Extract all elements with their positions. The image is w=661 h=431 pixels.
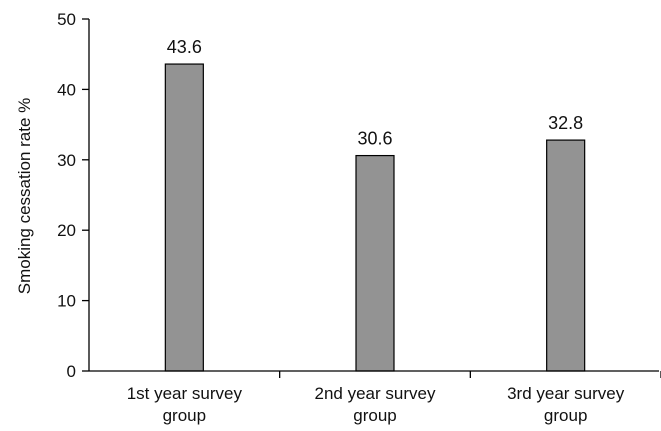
y-axis-title: Smoking cessation rate % [15,98,34,295]
data-label: 32.8 [548,113,583,133]
bar [164,63,204,372]
data-label: 30.6 [357,129,392,149]
y-tick-label: 10 [57,292,76,311]
bar [546,139,586,372]
x-axis-labels: 1st year survey group 2nd year survey group… [127,384,625,425]
data-label: 43.6 [167,37,202,57]
x-tick-label: 2nd year survey [315,384,436,403]
y-axis-ticks: 0 10 20 30 40 50 [57,10,661,381]
y-tick-label: 50 [57,10,76,29]
x-tick-label: group [353,406,396,425]
x-tick-label: group [544,406,587,425]
bars: 43.6 30.6 32.8 [164,37,586,372]
x-tick-label: group [163,406,206,425]
y-tick-label: 30 [57,151,76,170]
y-tick-label: 0 [67,362,76,381]
x-tick-label: 3rd year survey [507,384,625,403]
x-tick-label: 1st year survey [127,384,243,403]
y-tick-label: 20 [57,221,76,240]
bar [355,154,395,372]
y-tick-label: 40 [57,80,76,99]
